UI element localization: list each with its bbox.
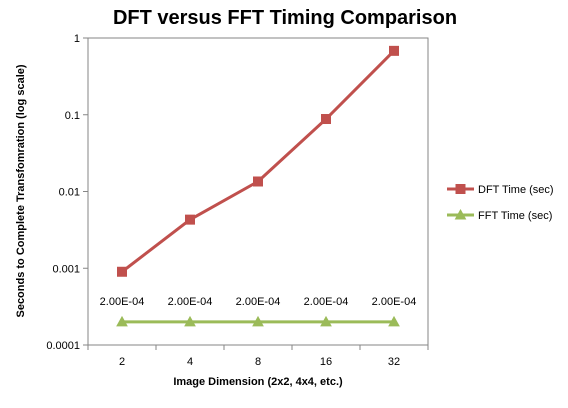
x-tick-label: 32 (388, 356, 400, 368)
legend: DFT Time (sec) FFT Time (sec) (447, 184, 554, 222)
data-point-marker (116, 315, 128, 327)
data-point-marker (320, 315, 332, 327)
data-point-marker (389, 45, 399, 56)
data-point-marker (117, 266, 127, 277)
data-point-marker (185, 214, 195, 225)
data-label: 2.00E-04 (100, 296, 145, 308)
data-point-marker (455, 184, 466, 194)
x-axis-title: Image Dimension (2x2, 4x4, etc.) (173, 376, 343, 388)
series-1 (117, 45, 399, 277)
data-point-marker (321, 114, 331, 125)
x-tick-label: 16 (320, 356, 332, 368)
series-2: 2.00E-04 2.00E-04 2.00E-04 2.00E-04 2.00E-04 (100, 296, 417, 327)
data-label: 2.00E-04 (168, 296, 213, 308)
legend-label: FFT Time (sec) (478, 210, 552, 222)
series-line (121, 49, 396, 273)
data-point-marker (184, 315, 196, 327)
data-point-marker (252, 315, 264, 327)
data-label: 2.00E-04 (372, 296, 417, 308)
y-tick-label: 0.001 (52, 263, 80, 275)
x-tick-label: 8 (255, 356, 261, 368)
data-label: 2.00E-04 (236, 296, 281, 308)
y-tick-label: 0.0001 (46, 340, 80, 352)
legend-label: DFT Time (sec) (478, 184, 554, 196)
x-tick-label: 2 (119, 356, 125, 368)
data-point-marker (253, 176, 263, 187)
y-axis: 1 0.1 0.01 0.001 0.0001 (46, 33, 88, 352)
chart-title: DFT versus FFT Timing Comparison (113, 7, 457, 29)
data-point-marker (454, 208, 467, 220)
series-layer: 2.00E-04 2.00E-04 2.00E-04 2.00E-04 2.00E-04 (100, 45, 417, 327)
x-tick-label: 4 (187, 356, 193, 368)
legend-item: FFT Time (sec) (447, 208, 552, 222)
y-tick-label: 0.01 (59, 187, 80, 199)
data-point-marker (388, 315, 400, 327)
data-label: 2.00E-04 (304, 296, 349, 308)
x-axis: 2 4 8 16 32 (87, 345, 429, 368)
y-tick-label: 0.1 (65, 110, 80, 122)
y-axis-title: Seconds to Complete Transfomration (log … (15, 64, 27, 317)
y-tick-label: 1 (74, 33, 80, 45)
legend-item: DFT Time (sec) (447, 184, 554, 196)
